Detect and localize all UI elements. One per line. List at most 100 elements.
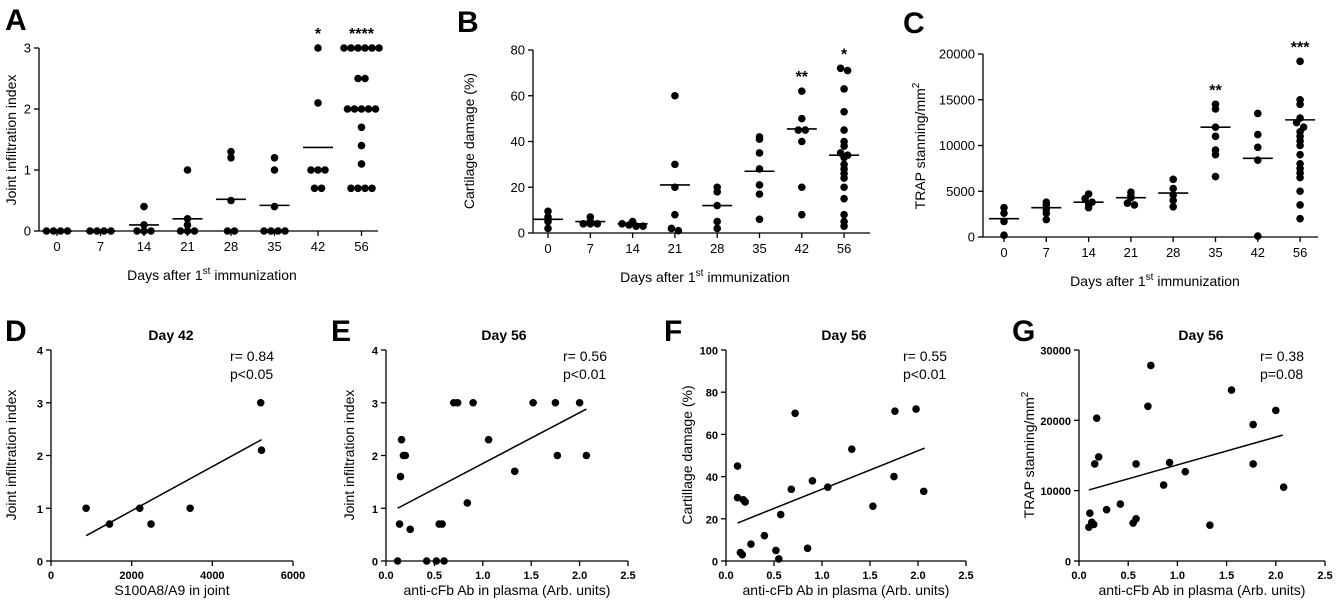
data-point: [463, 499, 472, 507]
y-tick-label: 30000: [1040, 346, 1071, 358]
significance-marker: ****: [349, 26, 375, 43]
data-point: [713, 224, 721, 233]
data-point: [307, 166, 315, 174]
significance-marker: *: [841, 46, 848, 63]
data-point: [183, 166, 192, 174]
x-tick-label: 56: [354, 239, 368, 254]
data-point: [1147, 361, 1155, 370]
data-point: [1296, 57, 1304, 66]
data-point: [791, 409, 799, 418]
x-tick-label: 6000: [281, 570, 305, 582]
x-tick-label: 56: [837, 241, 851, 256]
x-tick-label: 42: [795, 241, 809, 256]
x-tick-label: 35: [752, 241, 766, 256]
regression-line: [1088, 434, 1283, 491]
x-tick-label: 14: [137, 239, 151, 254]
y-tick-label: 1: [24, 163, 31, 178]
x-axis-label: anti-cFb Ab in plasma (Arb. units): [404, 582, 611, 598]
x-axis-label: Days after 1st immunization: [127, 266, 297, 283]
y-axis-label-main: TRAP stanning/mm: [912, 88, 928, 209]
y-tick-label: 0: [372, 557, 378, 569]
x-tick-label: 0.5: [427, 570, 442, 582]
data-point: [270, 154, 279, 162]
data-point: [1206, 521, 1214, 529]
data-point: [357, 123, 366, 132]
data-point: [1132, 460, 1140, 468]
x-tick-label: 7: [1043, 245, 1050, 260]
data-point: [256, 398, 265, 407]
data-point: [361, 74, 369, 83]
data-point: [890, 472, 898, 481]
x-axis-label-rest: immunization: [210, 267, 296, 283]
data-point: [738, 550, 747, 559]
data-point: [912, 405, 920, 413]
x-tick-label: 0.0: [378, 570, 393, 582]
data-point: [354, 184, 362, 193]
y-tick-label: 3: [37, 398, 43, 410]
x-tick-label: 2.0: [572, 570, 587, 582]
y-tick-label: 100: [700, 346, 718, 358]
data-point: [317, 184, 326, 193]
regression-line: [737, 447, 925, 524]
data-point: [808, 477, 817, 485]
y-tick-label: 20: [706, 514, 718, 526]
data-point: [227, 154, 235, 162]
data-point: [798, 210, 806, 219]
data-point: [1211, 150, 1220, 159]
data-point: [671, 160, 679, 169]
data-point: [1254, 232, 1262, 240]
data-point: [671, 210, 679, 219]
data-point: [787, 485, 796, 494]
data-point: [321, 166, 329, 174]
data-point: [553, 451, 562, 460]
data-point: [1090, 460, 1099, 468]
data-point: [227, 147, 235, 156]
correlation-r: r= 0.38: [1260, 348, 1304, 364]
data-point: [1254, 130, 1262, 139]
x-tick-label: 0: [53, 239, 60, 254]
x-tick-label: 4000: [200, 570, 224, 582]
data-point: [840, 183, 848, 192]
data-point: [223, 227, 232, 235]
data-point: [1086, 509, 1094, 517]
x-tick-label: 1.0: [1170, 570, 1185, 582]
data-point: [667, 224, 676, 233]
data-point: [840, 174, 848, 182]
correlation-p: p=0.08: [1260, 366, 1303, 382]
correlation-r: r= 0.84: [230, 348, 274, 364]
correlation-p: p<0.01: [563, 366, 606, 382]
data-point: [340, 44, 348, 52]
data-point: [1254, 143, 1262, 152]
x-tick-label: 0.0: [1071, 570, 1086, 582]
data-point: [1000, 217, 1008, 226]
x-tick-label: 42: [1251, 245, 1265, 260]
y-axis-label: TRAP stanning/mm2: [1020, 391, 1037, 518]
y-tick-label: 4: [372, 346, 379, 358]
y-axis-label-main: TRAP stanning/mm: [1021, 397, 1037, 518]
x-tick-label: 35: [267, 239, 281, 254]
regression-line: [397, 408, 587, 509]
y-tick-label: 2: [24, 102, 31, 117]
data-point: [840, 210, 848, 219]
y-axis-label: Joint infiltration index: [341, 390, 357, 521]
data-point: [772, 546, 780, 555]
data-point: [1227, 386, 1236, 394]
data-point: [713, 188, 721, 196]
y-tick-label: 0: [968, 230, 975, 245]
data-point: [1254, 109, 1262, 118]
significance-marker: **: [796, 69, 809, 86]
data-point: [314, 99, 322, 107]
data-point: [733, 462, 742, 470]
data-point: [551, 398, 560, 407]
data-point: [186, 504, 194, 513]
data-point: [798, 114, 806, 123]
x-tick-label: 2.5: [620, 570, 635, 582]
y-tick-label: 5000: [946, 184, 975, 199]
x-tick-label: 7: [97, 239, 104, 254]
x-axis-label: anti-cFb Ab in plasma (Arb. units): [1099, 582, 1306, 598]
data-point: [755, 190, 764, 198]
data-point: [469, 398, 477, 407]
data-point: [529, 398, 537, 407]
